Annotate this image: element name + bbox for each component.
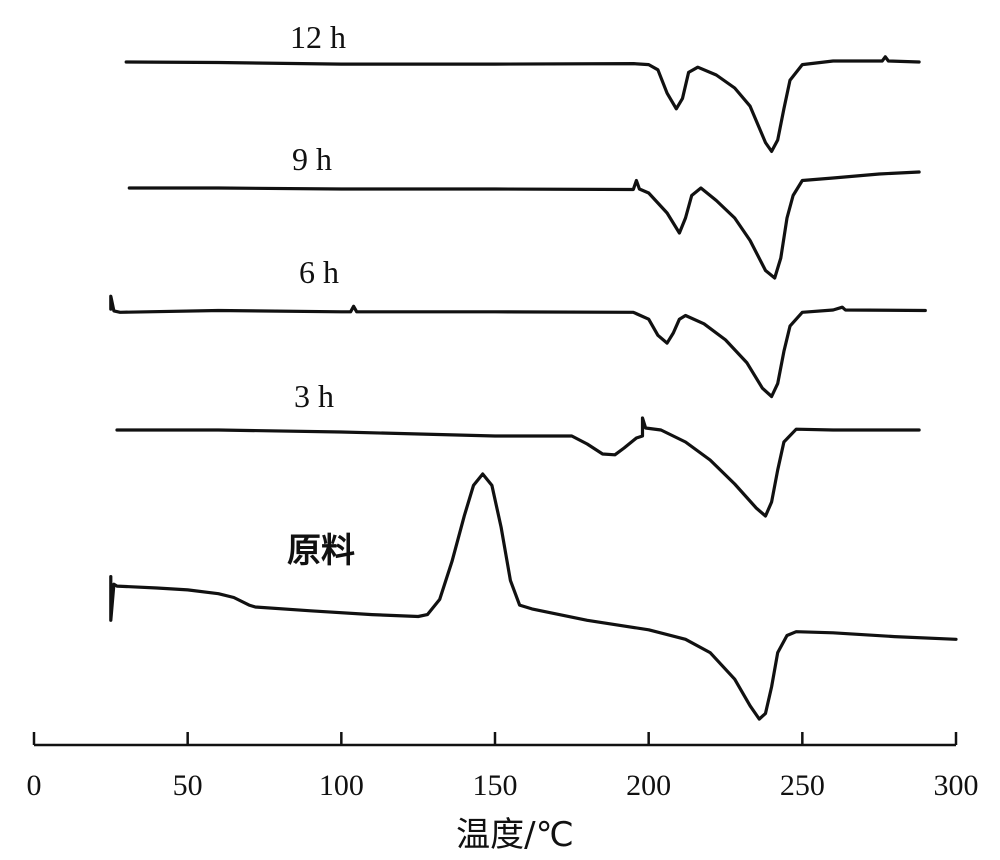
series-curve-1	[127, 170, 921, 280]
series-curve-0	[124, 55, 921, 153]
series-label-0: 12 h	[290, 19, 346, 55]
x-tick-label: 300	[934, 769, 979, 802]
series-label-2: 6 h	[299, 254, 339, 290]
series-curve-2	[109, 294, 927, 399]
x-tick-label: 250	[780, 769, 825, 802]
curves-layer	[109, 55, 958, 721]
x-axis: 0 50 100 150 200 250 300	[27, 732, 979, 802]
series-curve-4	[109, 472, 958, 721]
series-curve-3	[115, 416, 921, 518]
series-label-3: 3 h	[294, 378, 334, 414]
series-label-4: 原料	[287, 531, 355, 571]
x-tick-label: 150	[473, 769, 518, 802]
x-tick-label: 50	[173, 769, 203, 802]
x-tick-label: 100	[319, 769, 364, 802]
x-tick-label: 0	[27, 769, 42, 802]
x-tick-label: 200	[626, 769, 671, 802]
series-labels-layer: 12 h 9 h 6 h 3 h 原料	[287, 19, 355, 571]
series-label-1: 9 h	[292, 141, 332, 177]
x-axis-title: 温度/℃	[456, 815, 574, 855]
